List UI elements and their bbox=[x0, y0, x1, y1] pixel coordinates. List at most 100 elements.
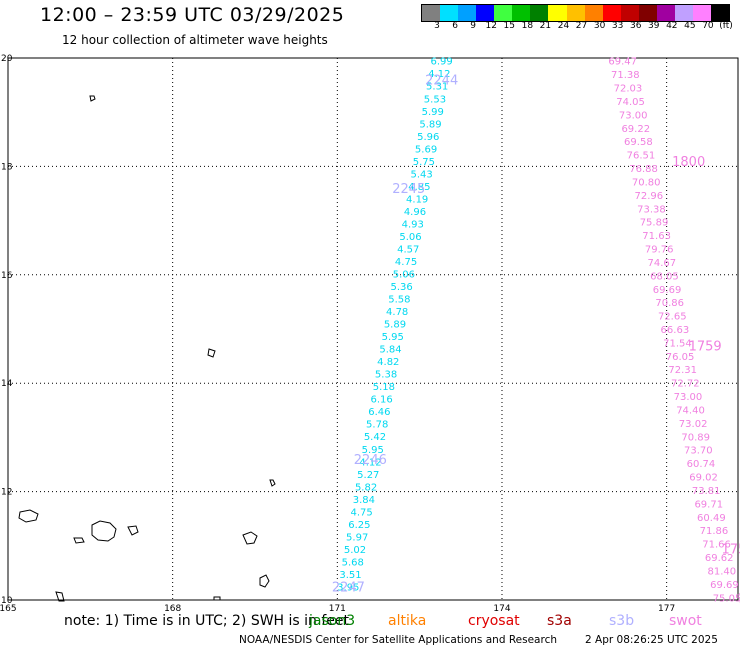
swot-wave-height-label: 71.66 bbox=[702, 540, 731, 551]
s3b-wave-height-label: 4.93 bbox=[402, 219, 424, 230]
swot-wave-height-label: 69.71 bbox=[694, 499, 723, 510]
footer-created-time: 2 Apr 08:26:25 UTC 2025 bbox=[585, 634, 718, 646]
swot-wave-height-label: 74.40 bbox=[676, 405, 705, 416]
colorbar-swatch bbox=[711, 5, 730, 21]
colorbar-label: 33 bbox=[611, 21, 624, 31]
s3b-wave-height-label: 4.82 bbox=[377, 357, 399, 368]
swot-time-label: 1759 bbox=[689, 339, 722, 354]
swot-wave-height-label: 69.58 bbox=[624, 137, 653, 148]
island-outline bbox=[259, 574, 270, 588]
s3b-wave-height-label: 5.84 bbox=[379, 345, 401, 356]
colorbar-label: 6 bbox=[452, 21, 458, 31]
s3b-wave-height-label: 5.02 bbox=[344, 545, 366, 556]
island-outline bbox=[18, 509, 39, 523]
island-outline bbox=[207, 348, 216, 358]
legend-swot: swot bbox=[669, 613, 702, 629]
colorbar-label: 39 bbox=[648, 21, 660, 31]
colorbar-swatch bbox=[620, 5, 639, 21]
s3b-wave-height-label: 5.38 bbox=[375, 370, 397, 381]
legend-altika: altika bbox=[388, 613, 427, 629]
swot-wave-height-label: 69.22 bbox=[621, 124, 650, 135]
colorbar-label: 42 bbox=[666, 21, 678, 31]
swot-wave-height-label: 74.05 bbox=[616, 97, 645, 108]
swot-wave-height-label: 76.88 bbox=[629, 164, 658, 175]
legend-jason3: jason3 bbox=[309, 613, 356, 629]
s3b-wave-height-label: 5.97 bbox=[346, 532, 368, 543]
swot-wave-height-label: 70.86 bbox=[655, 298, 684, 309]
s3b-wave-height-label: 3.95 bbox=[337, 582, 359, 593]
colorbar-label: 3 bbox=[434, 21, 440, 31]
colorbar-label: (ft) bbox=[719, 21, 733, 31]
colorbar-swatch bbox=[530, 5, 549, 21]
colorbar-label: 15 bbox=[503, 21, 516, 31]
island-outline bbox=[269, 479, 276, 487]
s3b-wave-height-label: 5.31 bbox=[426, 82, 448, 93]
s3b-wave-height-label: 4.12 bbox=[428, 69, 450, 80]
s3b-wave-height-label: 4.85 bbox=[408, 182, 430, 193]
s3b-wave-height-label: 5.53 bbox=[424, 94, 446, 105]
colorbar-label: 30 bbox=[593, 21, 606, 31]
s3b-wave-height-label: 5.82 bbox=[355, 482, 377, 493]
s3b-time-label: 2247 bbox=[332, 580, 365, 595]
swot-time-label: 1758 bbox=[722, 543, 740, 558]
s3b-wave-height-label: 5.42 bbox=[364, 432, 386, 443]
colorbar-swatch bbox=[692, 5, 711, 21]
s3b-wave-height-label: 5.75 bbox=[413, 157, 435, 168]
s3b-wave-height-label: 5.78 bbox=[366, 420, 388, 431]
island-outline bbox=[89, 95, 96, 102]
s3b-wave-height-label: 5.89 bbox=[419, 119, 441, 130]
swot-wave-height-label: 60.74 bbox=[687, 459, 716, 470]
colorbar-label: 36 bbox=[629, 21, 642, 31]
colorbar-swatch bbox=[656, 5, 675, 21]
swot-time-label: 1800 bbox=[672, 155, 705, 170]
s3b-wave-height-label: 4.19 bbox=[406, 194, 428, 205]
colorbar-swatch bbox=[602, 5, 621, 21]
colorbar-swatch bbox=[440, 5, 459, 21]
swot-wave-height-label: 71.54 bbox=[663, 338, 692, 349]
s3b-wave-height-label: 5.95 bbox=[362, 445, 384, 456]
colorbar-label: 27 bbox=[575, 21, 588, 31]
s3b-wave-height-label: 5.06 bbox=[393, 270, 415, 281]
island-outline bbox=[91, 520, 117, 542]
swot-wave-height-label: 73.38 bbox=[637, 204, 666, 215]
map-subtitle: 12 hour collection of altimeter wave hei… bbox=[62, 33, 328, 47]
swot-wave-height-label: 79.76 bbox=[645, 245, 674, 256]
swot-wave-height-label: 70.80 bbox=[632, 177, 661, 188]
island-outline bbox=[213, 596, 221, 601]
lat-tick-label: 18 bbox=[1, 162, 13, 172]
s3b-wave-height-label: 5.06 bbox=[399, 232, 421, 243]
lat-tick-label: 14 bbox=[1, 379, 13, 389]
swot-wave-height-label: 72.65 bbox=[658, 312, 687, 323]
colorbar-label: 24 bbox=[557, 21, 570, 31]
lon-tick-label: 168 bbox=[164, 604, 181, 614]
lat-tick-label: 16 bbox=[1, 271, 13, 281]
colorbar-swatch bbox=[638, 5, 657, 21]
swot-wave-height-label: 70.89 bbox=[681, 432, 710, 443]
swot-wave-height-label: 69.62 bbox=[705, 553, 734, 564]
s3b-wave-height-label: 4.75 bbox=[350, 507, 372, 518]
s3b-wave-height-label: 5.27 bbox=[357, 470, 379, 481]
lat-tick-label: 20 bbox=[1, 54, 13, 64]
island-outline bbox=[242, 531, 258, 545]
s3b-wave-height-label: 4.12 bbox=[359, 457, 381, 468]
colorbar-swatch bbox=[476, 5, 495, 21]
swot-wave-height-label: 69.69 bbox=[653, 285, 682, 296]
s3b-wave-height-label: 5.18 bbox=[373, 382, 395, 393]
swot-wave-height-label: 71.38 bbox=[611, 70, 640, 81]
s3b-wave-height-label: 5.99 bbox=[422, 107, 444, 118]
swot-wave-height-label: 73.70 bbox=[684, 446, 713, 457]
swot-wave-height-label: 72.96 bbox=[634, 191, 663, 202]
s3b-time-label: 2246 bbox=[354, 453, 387, 468]
s3b-wave-height-label: 3.84 bbox=[353, 495, 375, 506]
colorbar-swatch bbox=[674, 5, 693, 21]
swot-wave-height-label: 69.02 bbox=[689, 473, 718, 484]
swot-wave-height-label: 74.67 bbox=[648, 258, 677, 269]
colorbar-label: 21 bbox=[539, 21, 552, 31]
swot-wave-height-label: 69.47 bbox=[608, 57, 637, 68]
s3b-wave-height-label: 3.51 bbox=[339, 570, 361, 581]
swot-wave-height-label: 76.51 bbox=[627, 151, 656, 162]
legend-cryosat: cryosat bbox=[468, 613, 520, 629]
island-outline bbox=[73, 537, 85, 544]
s3b-wave-height-label: 5.68 bbox=[342, 557, 364, 568]
colorbar-swatch bbox=[584, 5, 603, 21]
